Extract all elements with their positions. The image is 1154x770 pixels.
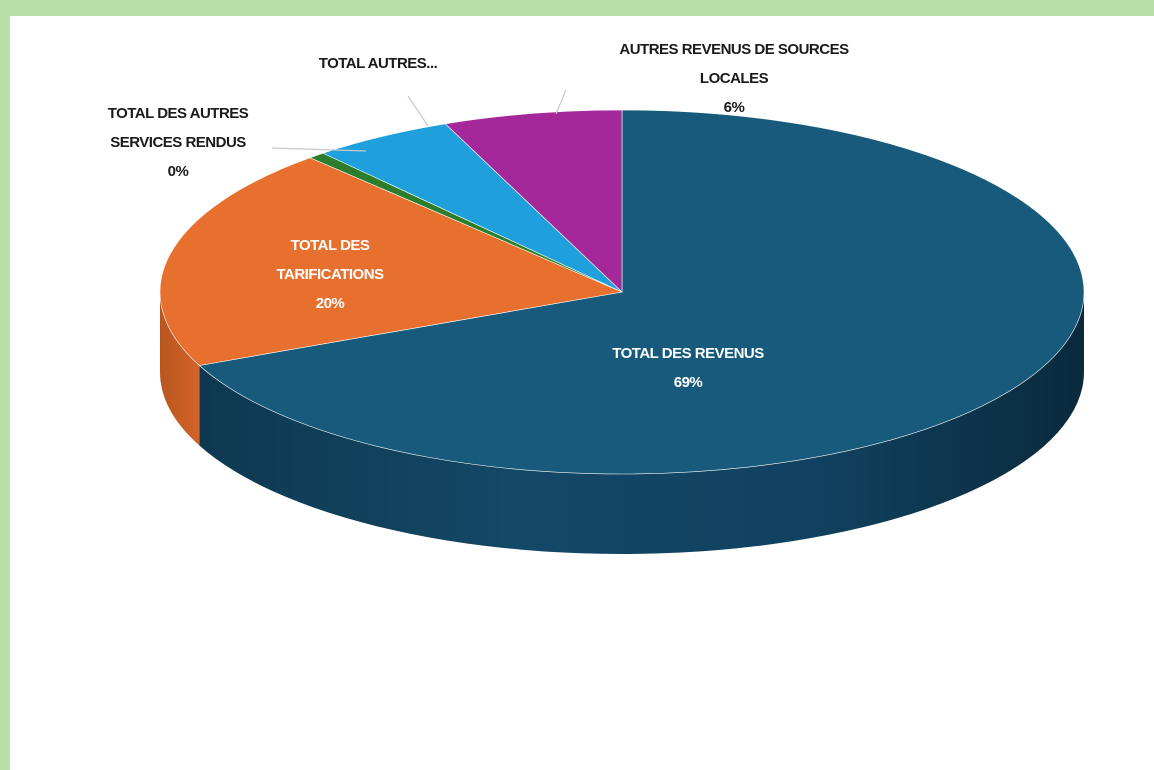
slice-percent: 20% — [316, 295, 345, 312]
slice-label-line: TARIFICATIONS — [276, 266, 384, 283]
slice-label-line: TOTAL DES — [291, 237, 370, 254]
slice-label-1: TOTAL DES REVENUS 69% — [612, 345, 764, 391]
slice-label-2: TOTAL DES TARIFICATIONS 20% — [276, 237, 384, 312]
pie-slice-side-2 — [160, 292, 200, 446]
pie-labels: TOTAL DES REVENUS 69% TOTAL DES TARIFICATIO… — [108, 41, 850, 391]
pie-slice-side-1 — [199, 292, 1084, 554]
slice-label-line: LOCALES — [700, 70, 769, 87]
slice-percent: 69% — [674, 374, 703, 391]
slice-label-line: SERVICES RENDUS — [110, 134, 246, 151]
slice-label-line: TOTAL DES AUTRES — [108, 105, 249, 122]
slice-label-line: TOTAL DES REVENUS — [612, 345, 764, 362]
slice-label-5: AUTRES REVENUS DE SOURCES LOCALES 6% — [619, 41, 849, 116]
slice-label-4: TOTAL AUTRES... — [319, 55, 438, 72]
pie-slice-4 — [322, 123, 623, 293]
pie-chart: TOTAL DES REVENUS 69% TOTAL DES TARIFICATIO… — [108, 41, 1085, 554]
slice-label-3: TOTAL DES AUTRES SERVICES RENDUS 0% — [108, 105, 249, 180]
pie-slice-2 — [159, 157, 624, 366]
chart-frame: TOTAL DES REVENUS 69% TOTAL DES TARIFICATIO… — [10, 16, 1154, 770]
pie-slice-1 — [198, 109, 1085, 475]
slice-percent: 0% — [168, 163, 189, 180]
slice-percent: 6% — [724, 99, 745, 116]
leader-line-4 — [407, 95, 429, 127]
slice-label-line: TOTAL AUTRES... — [319, 55, 438, 72]
pie-top — [159, 109, 1085, 475]
leader-line-3 — [271, 147, 367, 152]
pie-side — [160, 292, 1084, 554]
pie-slice-5 — [444, 109, 623, 293]
pie-leaders — [271, 89, 567, 152]
slice-label-line: AUTRES REVENUS DE SOURCES — [619, 41, 849, 58]
leader-line-5 — [555, 89, 567, 115]
